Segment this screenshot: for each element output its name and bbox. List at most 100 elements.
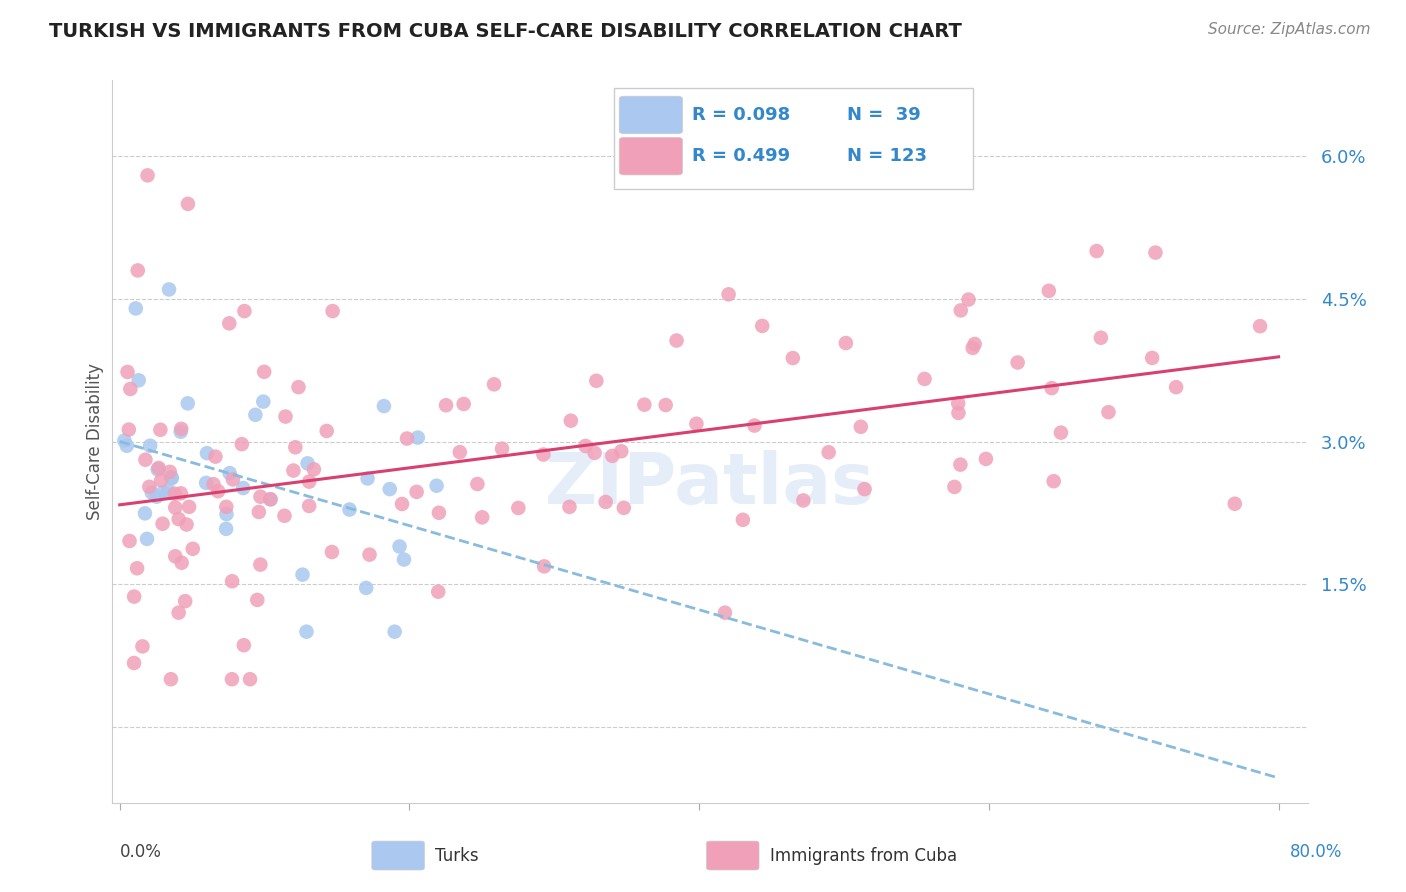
Point	[170, 486, 193, 500]
Point	[253, 365, 276, 379]
Point	[948, 406, 970, 420]
Point	[962, 341, 984, 355]
Text: R = 0.499: R = 0.499	[692, 147, 790, 165]
Point	[152, 485, 174, 500]
Point	[654, 398, 676, 412]
Point	[817, 445, 839, 459]
Point	[849, 419, 872, 434]
Point	[1164, 380, 1187, 394]
Point	[531, 448, 554, 462]
Point	[249, 490, 271, 504]
Point	[1085, 244, 1108, 258]
Point	[427, 584, 450, 599]
Point	[395, 432, 418, 446]
Point	[315, 424, 337, 438]
Point	[595, 495, 617, 509]
Point	[633, 398, 655, 412]
Point	[943, 480, 966, 494]
Point	[141, 485, 163, 500]
Point	[914, 372, 936, 386]
Point	[195, 446, 218, 460]
Point	[585, 374, 607, 388]
Point	[215, 522, 238, 536]
Point	[215, 500, 238, 514]
Point	[176, 517, 198, 532]
Text: ZIPatlas: ZIPatlas	[546, 450, 875, 519]
Point	[233, 304, 256, 318]
Point	[247, 505, 270, 519]
Point	[167, 512, 190, 526]
Point	[207, 484, 229, 499]
Point	[215, 507, 238, 521]
Point	[1038, 284, 1060, 298]
Point	[391, 497, 413, 511]
Point	[177, 197, 200, 211]
Y-axis label: Self-Care Disability: Self-Care Disability	[86, 363, 104, 520]
Point	[610, 444, 633, 458]
Point	[260, 492, 283, 507]
Point	[127, 561, 149, 575]
Point	[218, 316, 240, 330]
Point	[957, 293, 980, 307]
Point	[232, 481, 254, 495]
Point	[751, 318, 773, 333]
Point	[1144, 245, 1167, 260]
Point	[249, 558, 271, 572]
Point	[782, 351, 804, 365]
Point	[218, 466, 240, 480]
Point	[246, 593, 269, 607]
Point	[117, 365, 139, 379]
Text: Immigrants from Cuba: Immigrants from Cuba	[770, 847, 957, 865]
Point	[149, 423, 172, 437]
Point	[163, 486, 186, 500]
Point	[160, 672, 183, 686]
Point	[558, 500, 581, 514]
Point	[1097, 405, 1119, 419]
Point	[467, 477, 489, 491]
FancyBboxPatch shape	[619, 137, 682, 175]
Text: R = 0.098: R = 0.098	[692, 106, 790, 124]
Point	[222, 472, 245, 486]
Point	[221, 574, 243, 589]
Point	[453, 397, 475, 411]
FancyBboxPatch shape	[619, 96, 682, 134]
Point	[406, 431, 429, 445]
Point	[835, 336, 858, 351]
Point	[533, 559, 555, 574]
Text: N = 123: N = 123	[848, 147, 928, 165]
Point	[150, 473, 173, 487]
Point	[122, 656, 145, 670]
Text: Source: ZipAtlas.com: Source: ZipAtlas.com	[1208, 22, 1371, 37]
Point	[221, 672, 243, 686]
Point	[321, 545, 343, 559]
Point	[112, 434, 135, 448]
Point	[138, 480, 160, 494]
Point	[482, 377, 505, 392]
Point	[160, 471, 183, 485]
Point	[170, 422, 193, 436]
Point	[302, 462, 325, 476]
FancyBboxPatch shape	[706, 841, 759, 870]
Point	[134, 507, 156, 521]
Point	[297, 456, 319, 470]
Text: Turks: Turks	[436, 847, 479, 865]
Point	[949, 303, 972, 318]
Point	[853, 482, 876, 496]
Point	[177, 396, 200, 410]
Point	[792, 493, 814, 508]
Text: TURKISH VS IMMIGRANTS FROM CUBA SELF-CARE DISABILITY CORRELATION CHART: TURKISH VS IMMIGRANTS FROM CUBA SELF-CAR…	[49, 22, 962, 41]
FancyBboxPatch shape	[371, 841, 425, 870]
Point	[471, 510, 494, 524]
Point	[283, 464, 305, 478]
Text: 80.0%: 80.0%	[1291, 843, 1343, 861]
Point	[120, 382, 142, 396]
Point	[508, 500, 530, 515]
Point	[665, 334, 688, 348]
Point	[731, 513, 754, 527]
Point	[239, 672, 262, 686]
Point	[359, 548, 381, 562]
Point	[177, 500, 200, 514]
Point	[602, 449, 624, 463]
Point	[427, 506, 450, 520]
Point	[714, 606, 737, 620]
